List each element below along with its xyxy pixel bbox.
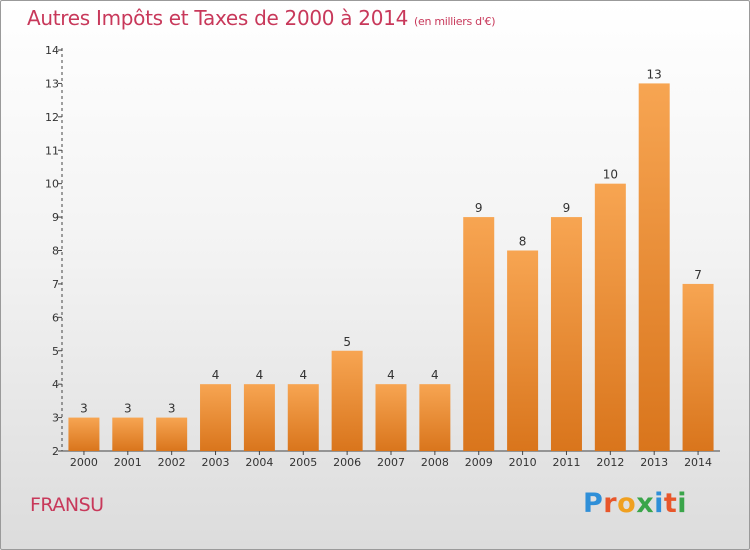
bar (156, 417, 188, 451)
bar (112, 417, 144, 451)
bar-value-label: 9 (475, 201, 483, 215)
x-tick-label: 2007 (377, 456, 405, 469)
x-tick-label: 2003 (202, 456, 230, 469)
x-tick-label: 2000 (70, 456, 98, 469)
y-tick-label: 10 (45, 178, 59, 191)
chart-title-block: Autres Impôts et Taxes de 2000 à 2014 (en… (27, 6, 495, 30)
bar (331, 350, 363, 451)
bar-value-label: 4 (256, 368, 264, 382)
x-tick-label: 2004 (245, 456, 273, 469)
bar-value-label: 8 (519, 235, 527, 249)
x-tick-label: 2001 (114, 456, 142, 469)
y-tick-label: 7 (52, 278, 59, 291)
commune-name: FRANSU (30, 494, 104, 516)
bar (682, 283, 714, 451)
bar (638, 83, 670, 452)
bar-value-label: 13 (647, 67, 662, 81)
bar (287, 384, 319, 451)
bar (463, 217, 495, 451)
bar-value-label: 4 (431, 368, 439, 382)
y-tick-label: 5 (52, 345, 59, 358)
bar-value-label: 9 (563, 201, 571, 215)
chart-title: Autres Impôts et Taxes de 2000 à 2014 (27, 6, 408, 30)
bar (200, 384, 232, 451)
y-tick-label: 12 (45, 111, 59, 124)
logo-letter: t (663, 488, 678, 519)
bar (419, 384, 451, 451)
bar (507, 250, 539, 451)
x-tick-label: 2005 (289, 456, 317, 469)
bar (68, 417, 100, 451)
y-tick-label: 11 (45, 144, 59, 157)
logo-letter: P (583, 488, 604, 519)
x-tick-label: 2011 (552, 456, 580, 469)
x-tick-label: 2008 (421, 456, 449, 469)
bar-value-label: 5 (343, 335, 351, 349)
x-tick-label: 2002 (158, 456, 186, 469)
proxiti-logo: Proxiti (583, 488, 687, 519)
bar (550, 217, 582, 451)
y-tick-label: 9 (52, 211, 59, 224)
logo-letter: r (603, 488, 618, 519)
y-tick-label: 8 (52, 245, 59, 258)
x-tick-label: 2012 (596, 456, 624, 469)
x-tick-label: 2014 (684, 456, 712, 469)
bar-value-label: 7 (694, 268, 702, 282)
y-tick-label: 2 (52, 445, 59, 458)
y-tick-label: 6 (52, 311, 59, 324)
bar-value-label: 3 (80, 402, 88, 416)
bar-value-label: 4 (212, 368, 220, 382)
bar-value-label: 10 (603, 168, 618, 182)
bar (375, 384, 407, 451)
logo-letter: i (677, 488, 688, 519)
chart-subtitle: (en milliers d'€) (414, 15, 496, 28)
y-tick-label: 3 (52, 412, 59, 425)
bar (594, 183, 626, 451)
y-tick-label: 4 (52, 378, 59, 391)
bar-value-label: 4 (387, 368, 395, 382)
bar-value-label: 4 (299, 368, 307, 382)
x-tick-label: 2010 (509, 456, 537, 469)
bar-value-label: 3 (124, 402, 132, 416)
x-tick-label: 2013 (640, 456, 668, 469)
y-tick-label: 13 (45, 77, 59, 90)
x-tick-label: 2006 (333, 456, 361, 469)
logo-letter: o (617, 488, 637, 519)
y-tick-label: 14 (45, 44, 59, 57)
bar-value-label: 3 (168, 402, 176, 416)
bar (243, 384, 275, 451)
logo-letter: i (654, 488, 664, 519)
x-tick-label: 2009 (465, 456, 493, 469)
logo-letter: x (636, 488, 655, 519)
